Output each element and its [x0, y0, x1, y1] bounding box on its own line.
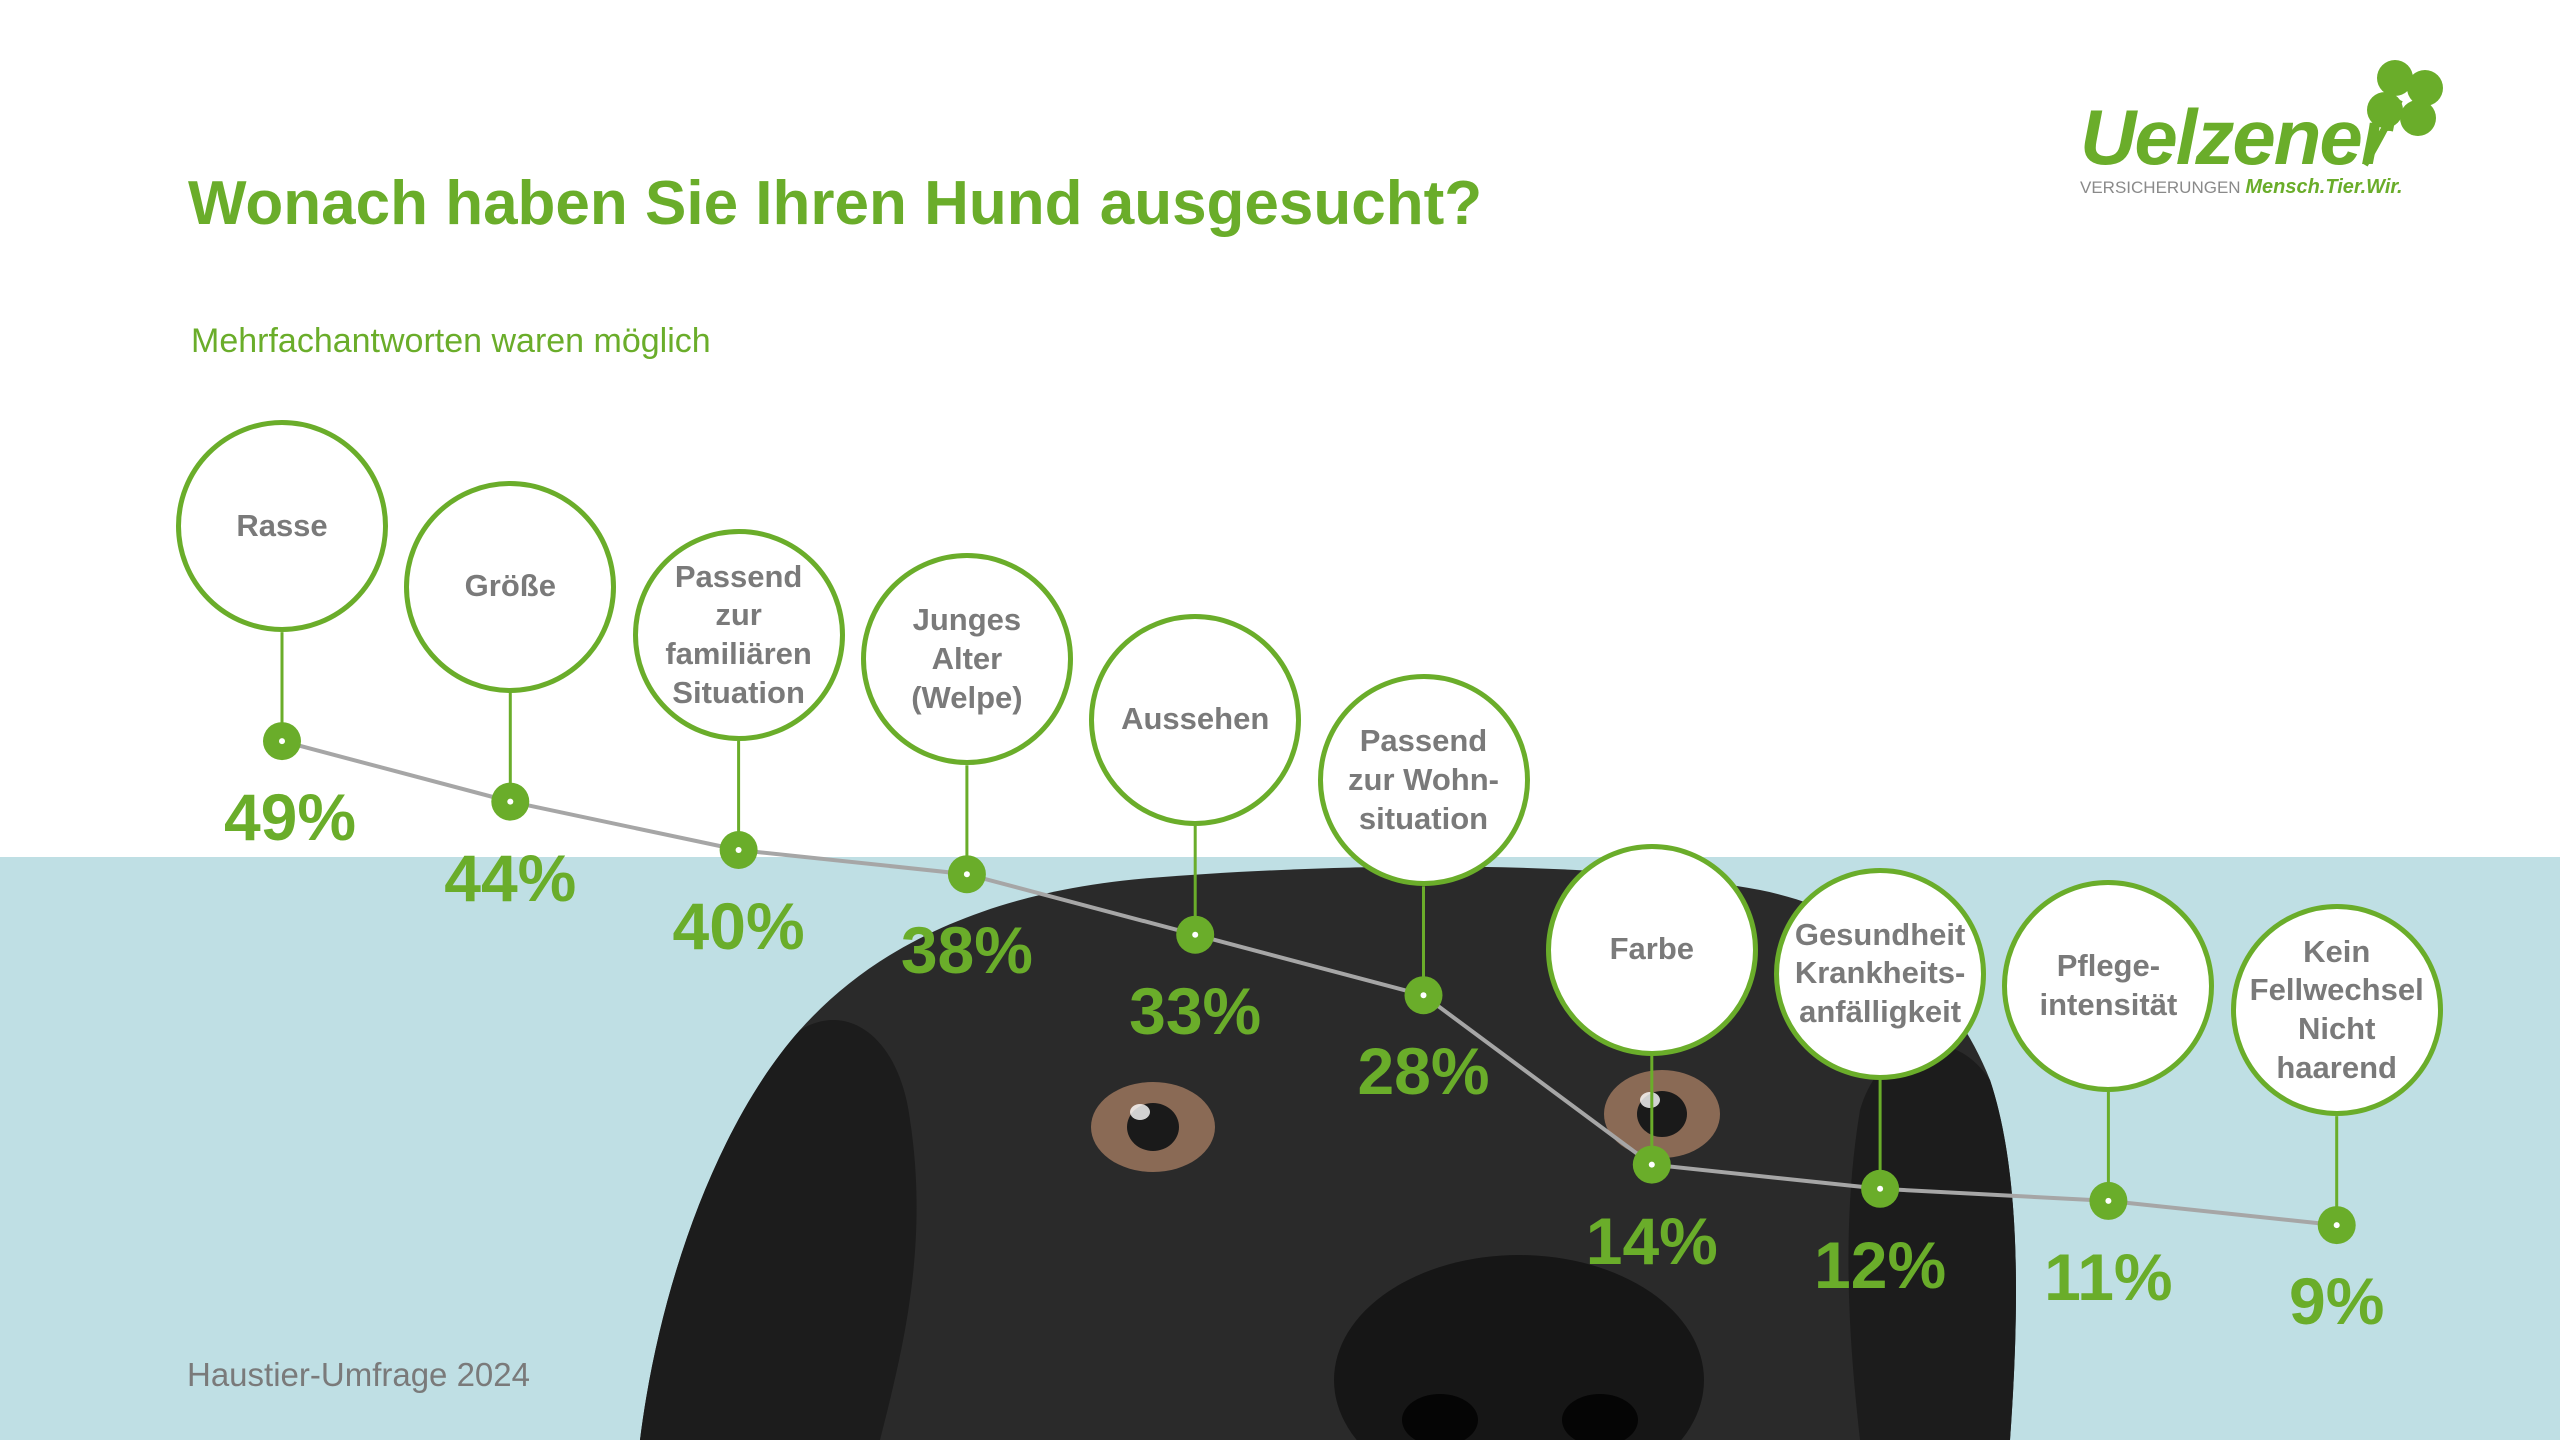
- logo-clover: [2362, 60, 2443, 167]
- value-label: 12%: [1814, 1227, 1947, 1302]
- logo-name: Uelzener: [2080, 93, 2391, 181]
- category-label: Passend zur Wohn- situation: [1348, 723, 1499, 836]
- data-point-center: [735, 847, 742, 853]
- data-point-center: [963, 871, 970, 878]
- data-point-center: [1420, 992, 1427, 999]
- value-label: 38%: [900, 913, 1033, 988]
- category-label: Junges Alter (Welpe): [911, 602, 1023, 715]
- category-bubble: Passend zur Wohn- situation: [1317, 674, 1530, 887]
- category-bubble: Größe: [404, 480, 617, 693]
- data-point-center: [2105, 1197, 2112, 1204]
- trend-line: [281, 739, 2337, 1228]
- data-point-center: [1192, 931, 1199, 938]
- value-label: 49%: [223, 780, 357, 855]
- category-bubble: Passend zur familiären Situation: [632, 529, 845, 741]
- category-bubble: Gesundheit Krankheits- anfälligkeit: [1774, 867, 1987, 1080]
- category-label: Rasse: [236, 507, 328, 543]
- value-label: 40%: [672, 889, 805, 963]
- logo-tagline-left: VERSICHERUNGEN: [2080, 178, 2241, 197]
- logo-tagline: VERSICHERUNGEN Mensch.Tier.Wir.: [2080, 176, 2403, 199]
- category-label: Kein Fellwechsel Nicht haarend: [2249, 933, 2424, 1085]
- value-label: 9%: [2288, 1264, 2385, 1339]
- category-bubble: Farbe: [1545, 843, 1758, 1056]
- chart-title: Wonach haben Sie Ihren Hund ausgesucht?: [188, 169, 1483, 238]
- value-label: 28%: [1357, 1034, 1490, 1109]
- category-label: Pflege- intensität: [2039, 948, 2178, 1022]
- category-bubble: Junges Alter (Welpe): [860, 553, 1073, 766]
- value-label: 14%: [1585, 1203, 1718, 1278]
- category-label: Aussehen: [1121, 701, 1270, 737]
- category-label: Größe: [464, 568, 556, 604]
- category-label: Gesundheit Krankheits- anfälligkeit: [1794, 916, 1966, 1030]
- data-point-center: [1877, 1185, 1884, 1192]
- category-bubble: Aussehen: [1089, 613, 1302, 826]
- data-point-center: [2333, 1222, 2340, 1229]
- value-label: 44%: [444, 840, 577, 915]
- category-bubble: Pflege- intensität: [2002, 879, 2215, 1092]
- logo-tagline-right: Mensch.Tier.Wir.: [2245, 176, 2403, 198]
- category-bubble: Rasse: [176, 420, 388, 633]
- value-label: 11%: [2044, 1239, 2173, 1314]
- data-point-center: [507, 798, 514, 805]
- category-bubble: Kein Fellwechsel Nicht haarend: [2230, 904, 2443, 1117]
- chart-subtitle: Mehrfachantworten waren möglich: [191, 322, 711, 360]
- data-point-center: [279, 738, 285, 745]
- value-label: 33%: [1129, 973, 1262, 1048]
- category-label: Farbe: [1609, 931, 1694, 967]
- data-point-center: [1648, 1161, 1655, 1168]
- category-label: Passend zur familiären Situation: [665, 558, 812, 710]
- source-note: Haustier-Umfrage 2024: [187, 1356, 530, 1393]
